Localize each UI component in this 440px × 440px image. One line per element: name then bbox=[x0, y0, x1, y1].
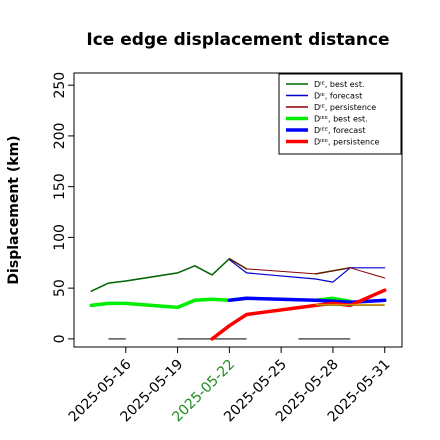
legend-label-3: Dᴵᴱᴱ, best est. bbox=[314, 115, 368, 124]
y-axis: 0 50 100 150 200 250 bbox=[52, 72, 74, 343]
y-tick-label-50: 50 bbox=[52, 279, 68, 297]
y-axis-label: Displacement (km) bbox=[6, 135, 22, 284]
y-tick-label-100: 100 bbox=[52, 224, 68, 251]
legend-label-1: Dᴵᴱ, forecast bbox=[314, 92, 362, 101]
chart-title: Ice edge displacement distance bbox=[86, 30, 389, 50]
series-0-line-0 bbox=[90, 257, 248, 292]
legend-label-2: Dᴵᴱ, persistence bbox=[314, 103, 376, 112]
y-tick-label-150: 150 bbox=[52, 173, 68, 200]
x-axis: 2025-05-162025-05-192025-05-222025-05-25… bbox=[66, 347, 394, 425]
series-1-line-0 bbox=[228, 259, 386, 283]
y-tick-label-250: 250 bbox=[52, 72, 68, 99]
series-5-line-0 bbox=[210, 288, 387, 341]
series-3-line-0 bbox=[89, 296, 249, 310]
series-2-line-0 bbox=[228, 258, 386, 279]
series-layer bbox=[89, 257, 387, 341]
y-tick-label-200: 200 bbox=[52, 123, 68, 150]
legend: Dᴵᴱ, best est. Dᴵᴱ, forecast Dᴵᴱ, persiste… bbox=[278, 73, 402, 155]
legend-label-5: Dᴵᴱᴱ, persistence bbox=[314, 138, 379, 147]
legend-label-0: Dᴵᴱ, best est. bbox=[314, 80, 365, 89]
plot-frame bbox=[73, 72, 403, 348]
legend-label-4: Dᴵᴱᴱ, forecast bbox=[314, 126, 365, 135]
y-tick-label-0: 0 bbox=[52, 334, 68, 343]
